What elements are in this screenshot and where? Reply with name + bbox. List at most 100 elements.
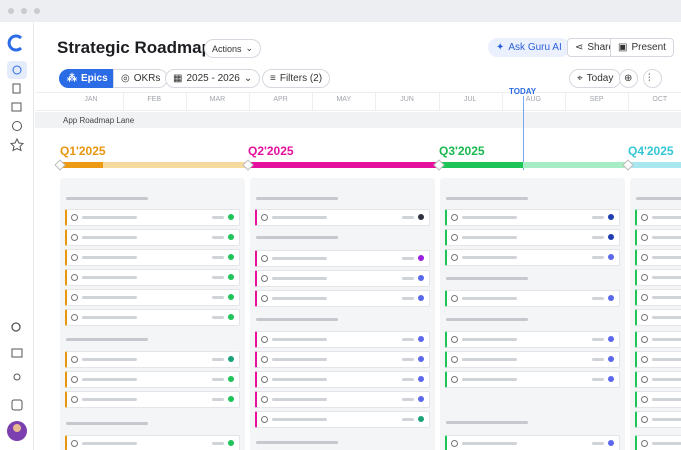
epic-card[interactable]	[255, 270, 430, 287]
epic-card[interactable]	[445, 229, 620, 246]
epic-card[interactable]	[65, 229, 240, 246]
search-icon[interactable]	[11, 322, 21, 332]
epic-card[interactable]	[65, 309, 240, 326]
filters-button[interactable]: ≡ Filters (2)	[262, 69, 331, 88]
month-label: SEP	[589, 96, 604, 103]
epic-card[interactable]	[445, 290, 620, 307]
month-divider	[501, 93, 503, 111]
card-icon	[641, 336, 648, 343]
status-dot	[228, 234, 234, 240]
window-dot	[34, 8, 40, 14]
card-title	[82, 398, 137, 401]
card-title	[652, 378, 681, 381]
card-icon	[451, 336, 458, 343]
month-label: MAR	[209, 96, 226, 103]
epic-card[interactable]	[65, 249, 240, 266]
status-dot	[608, 356, 614, 362]
actions-button[interactable]: Actions ⌄	[204, 39, 262, 58]
quarter-label: Q3'2025	[439, 144, 485, 158]
status-dot	[608, 440, 614, 446]
quarter-bar	[523, 162, 628, 168]
nav-icon[interactable]	[12, 83, 21, 94]
user-add-icon[interactable]	[13, 373, 21, 381]
epic-card[interactable]	[65, 351, 240, 368]
month-label: AUG	[525, 96, 541, 103]
card-title	[462, 236, 517, 239]
status-dot	[228, 254, 234, 260]
month-divider	[438, 93, 440, 111]
card-icon	[641, 274, 648, 281]
card-title	[82, 256, 137, 259]
present-button[interactable]: ▣ Present	[610, 38, 674, 57]
range-button[interactable]: ▦ 2025 - 2026 ⌄	[165, 69, 261, 88]
card-title	[462, 256, 517, 259]
nav-icon[interactable]	[11, 102, 22, 112]
epic-card[interactable]	[255, 411, 430, 428]
settings-button[interactable]: ⫶	[643, 69, 662, 88]
window-dot	[21, 8, 27, 14]
epic-card[interactable]	[65, 371, 240, 388]
epic-card[interactable]	[445, 351, 620, 368]
ask-ai-button[interactable]: ✦ Ask Guru AI	[488, 38, 570, 57]
epic-card[interactable]	[255, 371, 430, 388]
lane-title: App Roadmap Lane	[63, 116, 135, 125]
epic-card[interactable]	[255, 250, 430, 267]
nav-active[interactable]	[7, 61, 27, 79]
icon: ⁂	[67, 73, 77, 84]
icon: ▣	[618, 42, 628, 53]
epic-card[interactable]	[445, 209, 620, 226]
epic-card[interactable]	[65, 269, 240, 286]
epic-card[interactable]	[65, 289, 240, 306]
epic-card[interactable]	[445, 249, 620, 266]
logo	[7, 34, 23, 52]
card-icon	[261, 396, 268, 403]
month-divider	[185, 93, 187, 111]
card-meta	[212, 236, 224, 239]
epic-card[interactable]	[445, 435, 620, 450]
epic-card[interactable]	[255, 351, 430, 368]
card-meta	[592, 358, 604, 361]
epic-card[interactable]	[65, 391, 240, 408]
card-meta	[592, 236, 604, 239]
card-icon	[641, 376, 648, 383]
epics-button[interactable]: ⁂Epics⌄	[59, 69, 120, 88]
epic-card[interactable]	[255, 331, 430, 348]
card-meta	[212, 216, 224, 219]
nav-icon[interactable]	[9, 137, 25, 152]
card-title	[272, 418, 327, 421]
card-title	[652, 358, 681, 361]
epic-card[interactable]	[65, 435, 240, 450]
card-meta	[212, 276, 224, 279]
chat-icon[interactable]	[11, 348, 23, 358]
month-divider	[565, 93, 566, 111]
card-icon	[451, 234, 458, 241]
status-dot	[608, 214, 614, 220]
window-dot	[8, 8, 14, 14]
epic-card[interactable]	[255, 391, 430, 408]
card-icon	[641, 254, 648, 261]
label: OKRs	[133, 73, 161, 84]
card-title	[652, 236, 681, 239]
epic-card[interactable]	[445, 371, 620, 388]
card-icon	[71, 274, 78, 281]
card-title	[652, 418, 681, 421]
okrs-button[interactable]: ◎ OKRs	[113, 69, 169, 88]
zoom-button[interactable]: ⊕	[619, 69, 638, 88]
epic-card[interactable]	[255, 290, 430, 307]
epic-card[interactable]	[65, 209, 240, 226]
card-title	[652, 316, 681, 319]
today-button[interactable]: ⌖ Today	[569, 69, 622, 88]
card-title	[652, 442, 681, 445]
nav-icon[interactable]	[12, 65, 22, 75]
epic-card[interactable]	[255, 209, 430, 226]
epic-card[interactable]	[445, 331, 620, 348]
card-icon	[71, 214, 78, 221]
nav-icon[interactable]	[12, 121, 22, 131]
help-icon[interactable]	[11, 399, 23, 411]
card-icon	[641, 416, 648, 423]
page-title: Strategic Roadmap	[57, 38, 212, 57]
card-icon	[261, 336, 268, 343]
card-title	[462, 442, 517, 445]
label: Actions	[212, 43, 242, 54]
